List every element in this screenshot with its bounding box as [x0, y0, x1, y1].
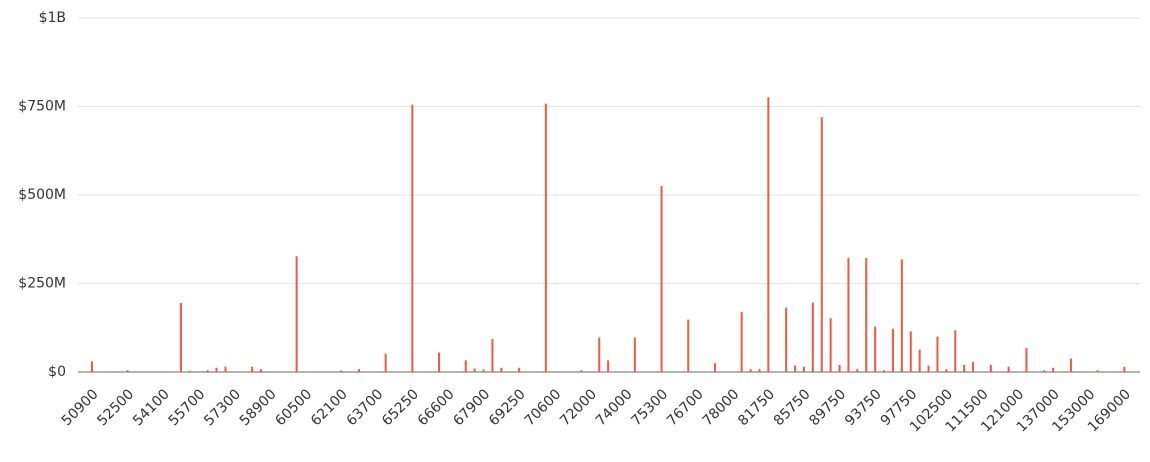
bar: [740, 311, 743, 372]
bar: [972, 362, 975, 372]
bar: [411, 104, 414, 372]
y-tick-label: $250M: [18, 276, 66, 292]
bar: [90, 361, 93, 372]
y-tick-label: $750M: [18, 99, 66, 115]
bar: [1052, 367, 1055, 372]
bar: [179, 302, 182, 372]
bar: [1096, 370, 1099, 372]
bar: [909, 331, 912, 372]
bar: [491, 339, 494, 372]
bar: [438, 352, 441, 372]
x-tick-label: 70600: [522, 386, 565, 429]
bar: [224, 366, 227, 372]
bar: [580, 370, 583, 372]
bar: [607, 360, 610, 372]
bar: [1069, 358, 1072, 372]
bar: [758, 369, 761, 372]
y-tick-label: $500M: [18, 187, 66, 203]
bar: [945, 369, 948, 372]
y-tick-label: $0: [48, 364, 66, 380]
bar: [384, 353, 387, 372]
bar: [883, 370, 886, 372]
bar: [936, 336, 939, 372]
bar: [767, 97, 770, 373]
x-tick-label: 58900: [237, 386, 280, 429]
bar: [260, 369, 263, 372]
bar: [954, 330, 957, 372]
bar: [340, 370, 343, 372]
bar: [838, 364, 841, 372]
bar: [687, 319, 690, 372]
x-tick-label: 72000: [557, 386, 600, 429]
bar: [847, 258, 850, 372]
x-tick-label: 65250: [379, 386, 422, 429]
bar: [713, 363, 716, 372]
x-tick-label: 75300: [628, 386, 671, 429]
bar: [1043, 370, 1046, 372]
x-tick-label: 52500: [94, 386, 137, 429]
bar: [989, 364, 992, 372]
bar: [891, 328, 894, 372]
x-tick-label: 69250: [486, 386, 529, 429]
bar: [295, 256, 298, 372]
bar: [473, 368, 476, 372]
bar: [918, 349, 921, 372]
x-tick-label: 50900: [59, 386, 102, 429]
bar: [1007, 366, 1010, 372]
bar: [1123, 366, 1126, 372]
y-tick-label: $1B: [39, 10, 66, 26]
bar: [794, 365, 797, 372]
x-tick-label: 62100: [308, 386, 351, 429]
x-tick-label: 74000: [593, 386, 636, 429]
bar: [829, 318, 832, 372]
bar: [518, 367, 521, 372]
bar: [802, 366, 805, 372]
bar: [126, 370, 129, 372]
bar: [598, 337, 601, 372]
bar: [357, 369, 360, 372]
x-tick-label: 54100: [130, 386, 173, 429]
bar: [660, 186, 663, 372]
bar: [544, 103, 547, 372]
x-tick-label: 93750: [842, 386, 885, 429]
bar: [811, 302, 814, 372]
bar: [188, 370, 191, 372]
bar: [482, 369, 485, 372]
bar: [1025, 347, 1028, 372]
x-tick-label: 85750: [771, 386, 814, 429]
bar: [820, 117, 823, 373]
bar: [856, 369, 859, 372]
bar: [785, 307, 788, 372]
x-tick-label: 55700: [166, 386, 209, 429]
x-tick-label: 66600: [415, 386, 458, 429]
x-tick-label: 63700: [344, 386, 387, 429]
bar: [927, 365, 930, 372]
bar: [874, 326, 877, 372]
bar: [900, 259, 903, 372]
x-tick-label: 60500: [272, 386, 315, 429]
bar: [464, 360, 467, 372]
bar: [865, 258, 868, 372]
x-tick-label: 81750: [735, 386, 778, 429]
x-tick-label: 57300: [201, 386, 244, 429]
x-tick-label: 67900: [450, 386, 493, 429]
x-tick-label: 78000: [700, 386, 743, 429]
bar: [749, 369, 752, 372]
x-tick-label: 76700: [664, 386, 707, 429]
bar: [206, 370, 209, 372]
bar: [215, 367, 218, 372]
bar: [251, 366, 254, 372]
bar: [633, 337, 636, 372]
bar: [963, 364, 966, 372]
x-tick-label: 89750: [806, 386, 849, 429]
bar: [500, 367, 503, 372]
